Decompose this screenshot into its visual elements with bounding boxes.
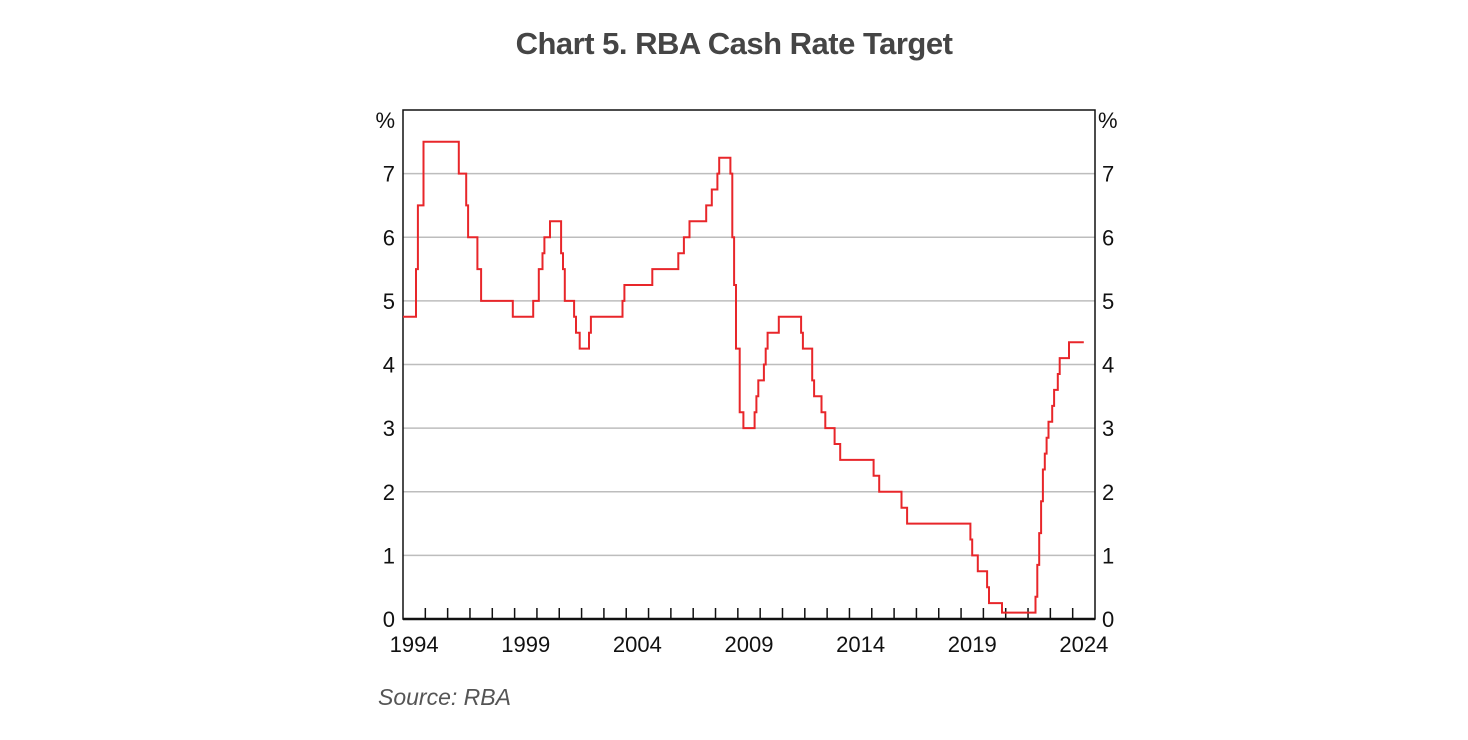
y-tick-label-left: 3 [383, 416, 395, 441]
y-tick-label-left: 7 [383, 162, 395, 187]
y-tick-label-right: 7 [1102, 162, 1114, 187]
y-tick-label-left: 4 [383, 353, 395, 378]
x-tick-label: 2014 [836, 632, 885, 657]
y-tick-label-right: 3 [1102, 416, 1114, 441]
y-tick-label-left: 0 [383, 607, 395, 632]
y-tick-label-right: 2 [1102, 480, 1114, 505]
x-tick-label: 2024 [1059, 632, 1108, 657]
x-tick-label: 2019 [948, 632, 997, 657]
y-tick-label-right: 4 [1102, 353, 1114, 378]
y-tick-label-right: 1 [1102, 543, 1114, 568]
y-tick-label-left: 6 [383, 225, 395, 250]
y-tick-label-right: 5 [1102, 289, 1114, 314]
chart-title: Chart 5. RBA Cash Rate Target [515, 26, 953, 61]
x-tick-label: 1999 [501, 632, 550, 657]
y-unit-label-right: % [1098, 108, 1118, 133]
y-tick-label-right: 6 [1102, 225, 1114, 250]
x-tick-label: 2009 [725, 632, 774, 657]
cash-rate-line [403, 140, 1084, 614]
x-tick-label: 2004 [613, 632, 662, 657]
x-tick-label: 1994 [390, 632, 439, 657]
y-tick-label-right: 0 [1102, 607, 1114, 632]
source-note: Source: RBA [378, 684, 511, 710]
y-tick-label-left: 2 [383, 480, 395, 505]
y-tick-label-left: 1 [383, 543, 395, 568]
y-unit-label-left: % [375, 108, 395, 133]
y-tick-label-left: 5 [383, 289, 395, 314]
